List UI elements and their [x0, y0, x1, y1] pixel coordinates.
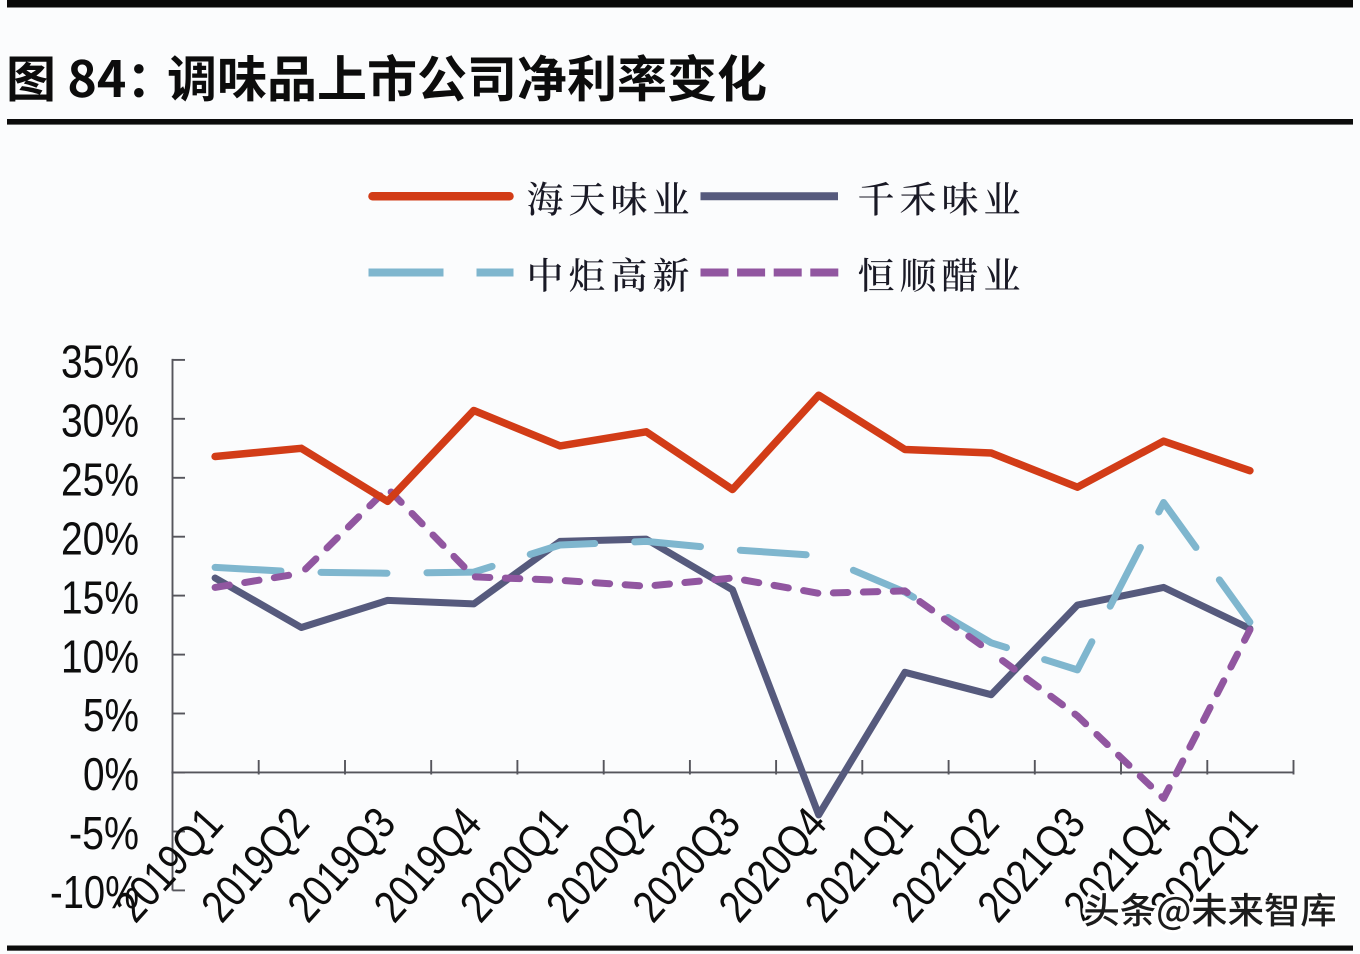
- svg-text:0%: 0%: [83, 748, 139, 800]
- svg-text:10%: 10%: [61, 630, 139, 682]
- svg-text:-5%: -5%: [69, 807, 139, 859]
- svg-text:30%: 30%: [61, 395, 139, 447]
- svg-text:35%: 35%: [61, 336, 139, 388]
- svg-text:-10%: -10%: [50, 866, 139, 918]
- svg-text:20%: 20%: [61, 512, 139, 564]
- svg-text:15%: 15%: [61, 571, 139, 623]
- svg-text:25%: 25%: [61, 453, 139, 505]
- svg-text:5%: 5%: [83, 689, 139, 741]
